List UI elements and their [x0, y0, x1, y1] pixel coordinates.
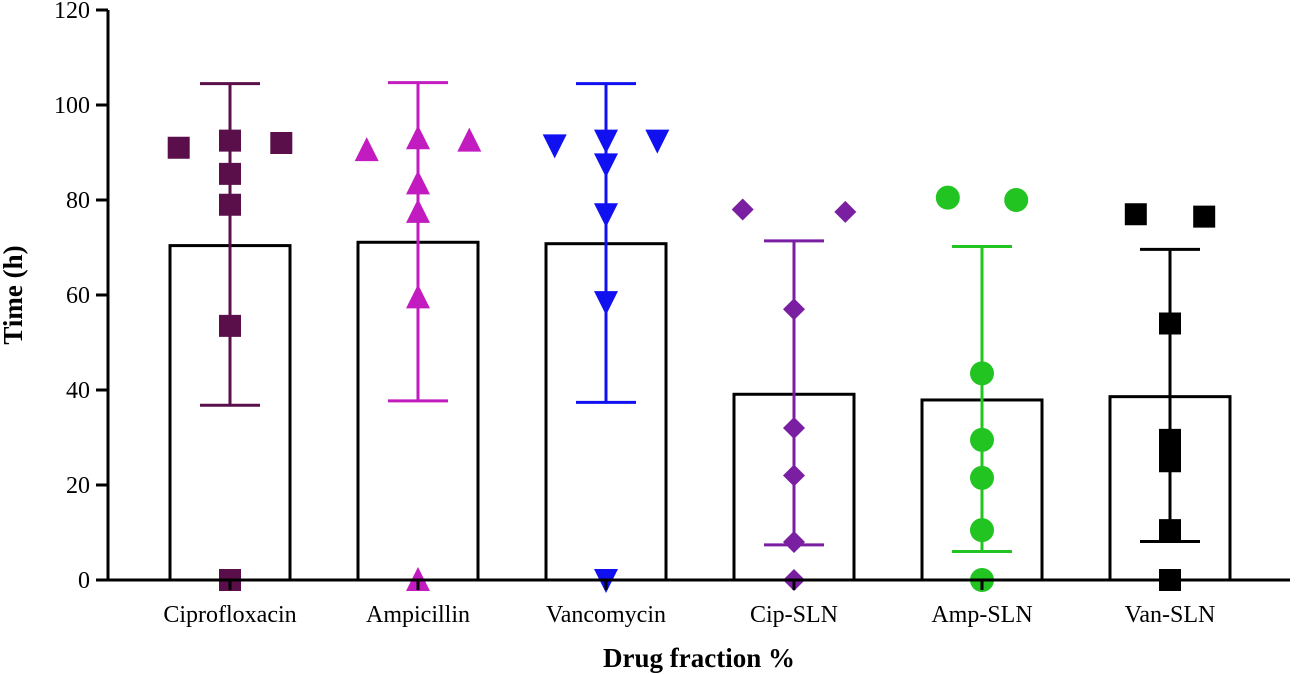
data-point — [970, 361, 994, 386]
data-point — [970, 427, 994, 452]
bar-group — [920, 185, 1044, 592]
data-point — [834, 200, 857, 223]
data-point — [406, 125, 430, 150]
bar-group — [167, 82, 293, 591]
data-point — [594, 291, 618, 316]
bar-group — [542, 82, 670, 593]
data-point — [1193, 205, 1216, 228]
y-tick-label: 60 — [66, 283, 90, 309]
data-point — [731, 198, 754, 221]
x-tick-label: Cip-SLN — [750, 602, 838, 628]
data-point — [1124, 203, 1147, 226]
y-tick-label: 120 — [54, 0, 90, 24]
y-tick-label: 100 — [54, 93, 90, 119]
y-tick-label: 80 — [66, 188, 90, 214]
data-point — [354, 137, 379, 162]
data-point — [970, 518, 994, 543]
data-point — [542, 134, 567, 159]
y-ticks: 0 20 40 60 80 100 120 — [54, 0, 108, 594]
x-axis-title: Drug fraction % — [603, 643, 795, 673]
y-tick-label: 0 — [78, 568, 90, 594]
y-axis-title: Time (h) — [0, 245, 28, 344]
bar-group — [354, 81, 482, 591]
x-tick-label: Amp-SLN — [931, 602, 1032, 628]
data-point — [406, 198, 430, 223]
data-point — [167, 136, 190, 159]
bars-layer — [167, 81, 1232, 593]
data-point — [270, 132, 293, 154]
data-point — [594, 129, 618, 154]
data-point — [594, 153, 618, 178]
data-point — [219, 129, 241, 152]
y-tick-label: 20 — [66, 473, 90, 499]
data-point — [783, 531, 805, 553]
data-point — [645, 129, 670, 154]
data-point — [219, 162, 241, 185]
data-point — [457, 127, 482, 152]
x-tick-label: Van-SLN — [1125, 602, 1216, 628]
data-point — [783, 417, 805, 439]
data-point — [406, 170, 430, 195]
data-point — [406, 284, 430, 309]
x-tick-label: Ampicillin — [366, 602, 470, 628]
data-point — [1159, 428, 1181, 451]
data-point — [1159, 312, 1181, 335]
data-point — [1004, 188, 1029, 212]
x-tick-labels: Ciprofloxacin Ampicillin Vancomycin Cip-SLN… — [163, 580, 1215, 628]
data-point — [783, 464, 805, 487]
data-point — [1159, 519, 1181, 542]
data-point — [783, 298, 805, 321]
data-point — [594, 203, 618, 228]
data-point — [219, 193, 241, 216]
bar-group — [731, 198, 857, 591]
bar-group — [1108, 203, 1232, 591]
data-point — [970, 465, 994, 490]
data-point — [219, 314, 241, 337]
x-tick-label: Vancomycin — [546, 602, 666, 628]
x-tick-label: Ciprofloxacin — [163, 602, 296, 628]
y-tick-label: 40 — [66, 378, 90, 404]
data-point — [935, 185, 960, 210]
data-point — [1159, 450, 1181, 473]
